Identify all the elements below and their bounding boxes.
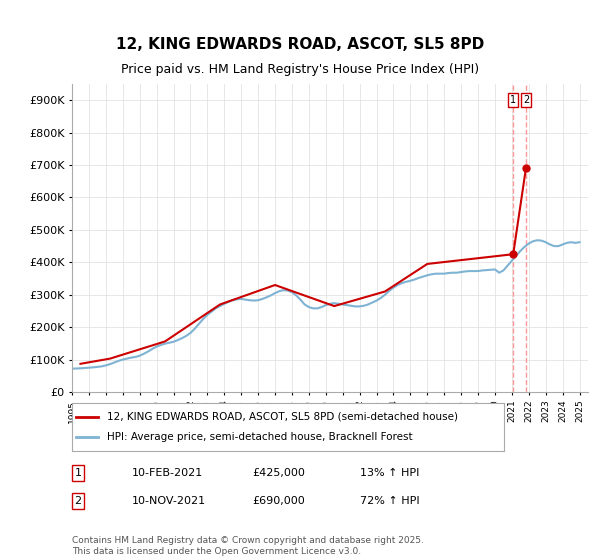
Text: 1: 1 <box>510 95 516 105</box>
Text: 10-FEB-2021: 10-FEB-2021 <box>132 468 203 478</box>
Text: 10-NOV-2021: 10-NOV-2021 <box>132 496 206 506</box>
Text: Price paid vs. HM Land Registry's House Price Index (HPI): Price paid vs. HM Land Registry's House … <box>121 63 479 77</box>
Text: 72% ↑ HPI: 72% ↑ HPI <box>360 496 419 506</box>
Text: 2: 2 <box>74 496 82 506</box>
Text: Contains HM Land Registry data © Crown copyright and database right 2025.
This d: Contains HM Land Registry data © Crown c… <box>72 536 424 556</box>
Text: £690,000: £690,000 <box>252 496 305 506</box>
Text: 12, KING EDWARDS ROAD, ASCOT, SL5 8PD: 12, KING EDWARDS ROAD, ASCOT, SL5 8PD <box>116 38 484 52</box>
Text: HPI: Average price, semi-detached house, Bracknell Forest: HPI: Average price, semi-detached house,… <box>107 432 412 442</box>
Text: 12, KING EDWARDS ROAD, ASCOT, SL5 8PD (semi-detached house): 12, KING EDWARDS ROAD, ASCOT, SL5 8PD (s… <box>107 412 458 422</box>
Text: 2: 2 <box>523 95 529 105</box>
Text: 13% ↑ HPI: 13% ↑ HPI <box>360 468 419 478</box>
Text: £425,000: £425,000 <box>252 468 305 478</box>
Text: 1: 1 <box>74 468 82 478</box>
